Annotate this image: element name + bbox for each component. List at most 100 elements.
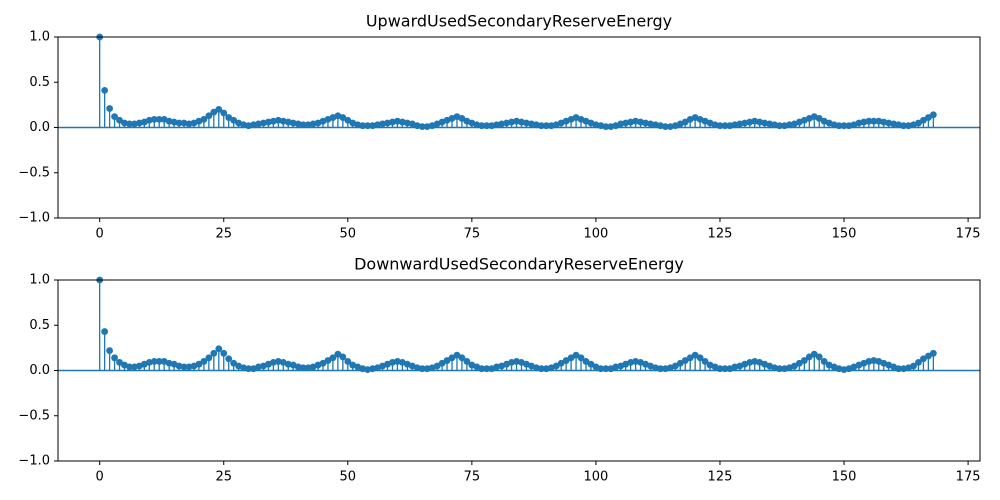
stem-marker	[895, 365, 903, 373]
stem-marker	[800, 357, 808, 364]
stem-marker	[205, 112, 213, 120]
stem-marker	[691, 351, 699, 359]
stem-marker	[562, 357, 570, 364]
x-tick-label: 175	[956, 470, 981, 485]
stem-marker	[805, 353, 813, 361]
stem-marker	[835, 122, 843, 130]
stem-marker	[111, 113, 118, 121]
y-tick-label: 1.0	[29, 30, 50, 45]
stem-marker	[433, 362, 441, 370]
stem-marker	[453, 351, 461, 359]
stem-marker	[324, 357, 332, 364]
stem-marker	[458, 354, 466, 362]
y-tick-label: −1.0	[18, 211, 50, 226]
stem-marker	[915, 119, 922, 127]
stem-marker	[681, 357, 689, 364]
x-tick-label: 150	[832, 227, 857, 242]
stem-marker	[840, 122, 848, 130]
stem-marker	[210, 108, 218, 116]
stem-marker	[230, 359, 238, 367]
stem-marker	[900, 122, 907, 130]
stem-marker	[101, 328, 109, 335]
stem-marker	[215, 106, 223, 113]
y-tick-label: 0.5	[29, 75, 50, 90]
stem-marker	[344, 358, 352, 365]
stem-marker	[815, 115, 823, 122]
stem-marker	[602, 365, 610, 373]
stem-marker	[597, 365, 605, 373]
stem-marker	[418, 365, 426, 373]
stem-marker	[537, 122, 545, 130]
stem-marker	[820, 358, 828, 365]
stem-marker	[344, 116, 352, 124]
stem-marker	[696, 354, 704, 362]
stem-marker	[716, 365, 724, 373]
stem-marker	[220, 109, 228, 117]
stem-marker	[180, 363, 188, 371]
x-tick-label: 25	[215, 470, 232, 485]
stem-marker	[791, 362, 798, 370]
stem-marker	[155, 358, 163, 365]
x-tick-label: 25	[215, 227, 232, 242]
y-tick-label: 0.5	[29, 318, 50, 333]
stem-marker	[230, 116, 238, 124]
stem-marker	[483, 122, 491, 130]
stem-marker	[106, 347, 114, 354]
stem-marker	[577, 354, 585, 362]
stem-marker	[676, 359, 684, 367]
stem-marker	[175, 119, 183, 127]
stem-marker	[215, 345, 223, 353]
chart-title: DownwardUsedSecondaryReserveEnergy	[354, 255, 684, 274]
stem-marker	[339, 114, 347, 121]
stem-marker	[657, 365, 664, 373]
stem-marker	[155, 115, 163, 123]
stem-marker	[205, 354, 213, 362]
stem-marker	[716, 122, 724, 130]
x-tick-label: 75	[464, 470, 481, 485]
stem-marker	[364, 122, 372, 130]
stem-marker	[920, 116, 927, 124]
stem-marker	[299, 364, 307, 372]
stem-marker	[220, 349, 228, 357]
stem-marker	[101, 86, 109, 94]
stem-marker	[582, 358, 590, 365]
stem-marker	[126, 363, 133, 371]
stem-marker	[245, 365, 252, 373]
x-tick-label: 150	[832, 470, 857, 485]
stem-marker	[299, 121, 307, 129]
x-tick-label: 50	[340, 227, 357, 242]
stem-marker	[920, 355, 927, 363]
y-tick-label: −0.5	[18, 408, 50, 423]
stem-marker	[910, 362, 917, 370]
x-tick-label: 0	[96, 227, 104, 242]
stem-marker	[587, 360, 595, 368]
x-tick-label: 100	[584, 227, 609, 242]
chart-title: UpwardUsedSecondaryReserveEnergy	[366, 12, 672, 31]
stem-marker	[210, 349, 218, 357]
stem-marker	[438, 359, 446, 367]
x-tick-label: 125	[708, 470, 733, 485]
stem-marker	[537, 365, 545, 373]
stem-marker	[458, 115, 466, 122]
stem-marker	[929, 111, 937, 119]
stem-marker	[602, 123, 610, 130]
stem-marker	[701, 358, 709, 365]
stem-marker	[106, 105, 114, 112]
stem-marker	[111, 354, 118, 362]
stem-marker	[200, 358, 208, 365]
stem-marker	[671, 362, 679, 370]
stem-marker	[929, 349, 937, 357]
stem-marker	[776, 122, 783, 130]
stem-marker	[329, 354, 337, 362]
y-tick-label: 1.0	[29, 273, 50, 288]
y-tick-label: 0.0	[29, 363, 50, 378]
y-tick-label: −1.0	[18, 454, 50, 469]
stem-marker	[150, 115, 158, 123]
stem-marker	[478, 122, 486, 130]
stem-marker	[686, 354, 694, 362]
stem-marker	[225, 114, 233, 121]
stem-marker	[319, 359, 327, 367]
stem-marker	[116, 116, 123, 124]
stem-marker	[359, 122, 367, 130]
